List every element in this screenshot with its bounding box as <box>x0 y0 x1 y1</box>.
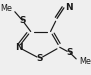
Text: N: N <box>15 43 22 52</box>
Text: S: S <box>67 48 73 57</box>
Text: N: N <box>65 3 72 12</box>
Text: Me: Me <box>0 4 12 13</box>
Text: S: S <box>19 16 26 25</box>
Text: S: S <box>37 54 43 63</box>
Text: Me: Me <box>79 57 91 66</box>
